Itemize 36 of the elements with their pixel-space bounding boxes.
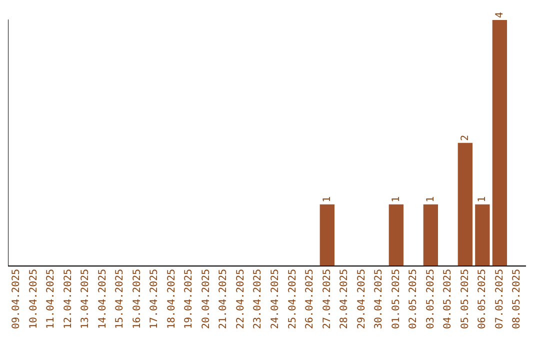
x-tick-label: 27.04.2025 <box>322 268 333 330</box>
data-label: 1 <box>390 196 402 202</box>
x-tick-label: 03.05.2025 <box>425 268 436 330</box>
x-tick-label: 09.04.2025 <box>11 268 22 330</box>
x-tick-label: 30.04.2025 <box>374 268 385 330</box>
x-tick-label: 07.05.2025 <box>494 268 506 330</box>
x-tick-label: 18.04.2025 <box>166 268 178 330</box>
x-tick-label: 11.04.2025 <box>46 268 57 330</box>
x-tick-label: 13.04.2025 <box>80 268 92 330</box>
data-label: 2 <box>460 134 471 141</box>
x-tick-label: 26.04.2025 <box>304 268 316 330</box>
x-tick-label: 04.05.2025 <box>442 268 454 330</box>
data-label: 4 <box>494 12 506 18</box>
x-tick-label: 25.04.2025 <box>287 268 298 330</box>
x-tick-label: 21.04.2025 <box>218 268 230 330</box>
data-label: 1 <box>425 196 436 202</box>
data-label: 1 <box>322 196 333 202</box>
x-tick-label: 05.05.2025 <box>460 268 471 330</box>
x-tick-label: 12.04.2025 <box>62 268 74 330</box>
x-tick-label: 14.04.2025 <box>97 268 108 330</box>
x-tick-label: 28.04.2025 <box>339 268 350 330</box>
x-tick-label: 20.04.2025 <box>200 268 212 330</box>
x-tick-label: 08.05.2025 <box>512 268 523 330</box>
x-tick-label: 16.04.2025 <box>132 268 143 330</box>
x-tick-label: 10.04.2025 <box>28 268 40 330</box>
x-tick-label: 17.04.2025 <box>149 268 160 330</box>
x-tick-label: 01.05.2025 <box>390 268 402 330</box>
x-tick-label: 23.04.2025 <box>252 268 264 330</box>
x-tick-label: 19.04.2025 <box>184 268 195 330</box>
x-tick-label: 24.04.2025 <box>270 268 281 330</box>
data-label: 1 <box>477 196 488 202</box>
x-tick-label: 22.04.2025 <box>235 268 246 330</box>
x-tick-label: 02.05.2025 <box>408 268 420 330</box>
x-tick-label: 15.04.2025 <box>114 268 126 330</box>
x-tick-label: 06.05.2025 <box>477 268 488 330</box>
x-tick-label: 29.04.2025 <box>356 268 368 330</box>
